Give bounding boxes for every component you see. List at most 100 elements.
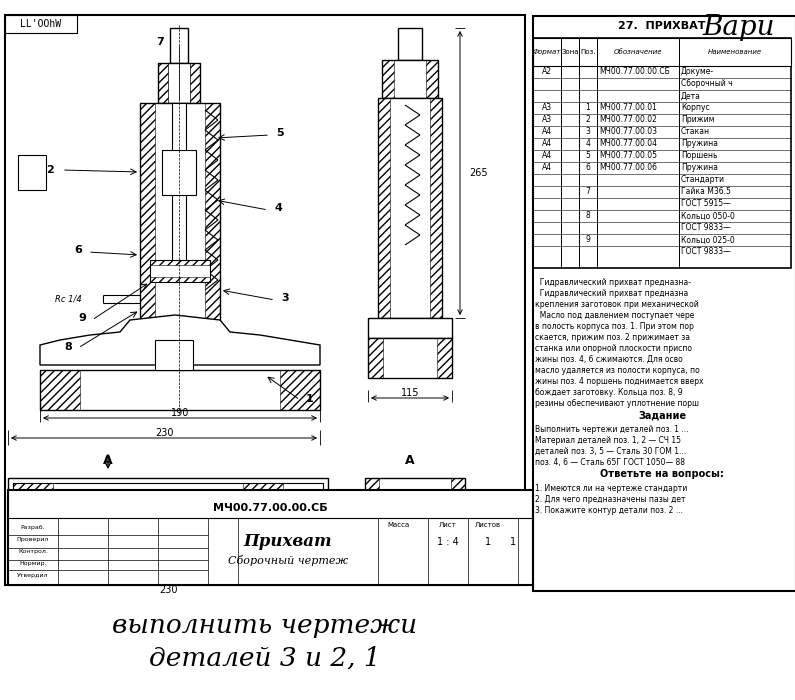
- Text: A4: A4: [542, 127, 552, 136]
- Text: 4: 4: [586, 139, 591, 148]
- Bar: [378, 98, 390, 318]
- Bar: [13, 508, 48, 563]
- Text: 3: 3: [586, 127, 591, 136]
- Text: поз. 4, 6 — Сталь 65Г ГОСТ 1050— 88: поз. 4, 6 — Сталь 65Г ГОСТ 1050— 88: [535, 458, 685, 467]
- Bar: [533, 38, 791, 66]
- Bar: [150, 277, 210, 282]
- Text: 3: 3: [281, 293, 289, 303]
- Text: Лист: Лист: [439, 522, 457, 528]
- Bar: [172, 103, 186, 260]
- Text: 2: 2: [586, 116, 591, 125]
- Text: 2. Для чего предназначены пазы дет: 2. Для чего предназначены пазы дет: [535, 495, 685, 504]
- Bar: [13, 483, 53, 503]
- Bar: [368, 338, 452, 378]
- Bar: [40, 370, 80, 410]
- Text: 2: 2: [46, 165, 54, 175]
- Text: Пружина: Пружина: [681, 139, 718, 148]
- Bar: [150, 260, 210, 282]
- Text: 4: 4: [274, 203, 282, 213]
- Text: Пружина: Пружина: [681, 164, 718, 172]
- Circle shape: [403, 541, 427, 565]
- Text: 230: 230: [159, 585, 177, 595]
- Text: 7: 7: [156, 37, 164, 47]
- Text: Прижим: Прижим: [681, 116, 715, 125]
- Bar: [368, 338, 383, 378]
- Text: A3: A3: [542, 116, 552, 125]
- Text: Наименование: Наименование: [708, 49, 762, 55]
- Text: 5: 5: [586, 151, 591, 160]
- Text: 190: 190: [171, 408, 189, 418]
- Text: выполнить чертежи: выполнить чертежи: [112, 612, 417, 638]
- Circle shape: [400, 230, 420, 250]
- Text: Контрол.: Контрол.: [18, 549, 48, 554]
- Bar: [378, 98, 442, 318]
- Text: 5: 5: [276, 128, 284, 138]
- Bar: [533, 38, 791, 268]
- Bar: [170, 28, 188, 63]
- Text: 27.  ПРИХВАТ: 27. ПРИХВАТ: [619, 21, 706, 31]
- Text: МЧ00.77.00.00.СБ: МЧ00.77.00.00.СБ: [599, 67, 669, 76]
- Text: Проверил: Проверил: [17, 536, 49, 542]
- Bar: [382, 60, 438, 98]
- Polygon shape: [79, 515, 127, 571]
- Bar: [398, 28, 422, 60]
- Text: Стакан: Стакан: [681, 127, 710, 136]
- Text: Нормир.: Нормир.: [19, 561, 47, 566]
- Text: Масло под давлением поступает чере: Масло под давлением поступает чере: [535, 311, 694, 320]
- Bar: [13, 483, 323, 503]
- Text: МЧ00.77.00.01: МЧ00.77.00.01: [599, 104, 657, 113]
- Bar: [426, 60, 438, 98]
- Text: Кольцо 050-0: Кольцо 050-0: [681, 211, 735, 220]
- Text: Вари: Вари: [703, 14, 775, 41]
- Bar: [8, 490, 533, 585]
- Bar: [398, 28, 422, 60]
- Bar: [205, 103, 220, 335]
- Bar: [8, 478, 328, 576]
- Text: Поршень: Поршень: [681, 151, 718, 160]
- Text: МЧ00.77.00.05: МЧ00.77.00.05: [599, 151, 657, 160]
- Text: в полость корпуса поз. 1. При этом пор: в полость корпуса поз. 1. При этом пор: [535, 322, 694, 331]
- Text: Стандарти: Стандарти: [681, 176, 725, 185]
- Bar: [5, 15, 77, 33]
- Text: Поз.: Поз.: [580, 49, 595, 55]
- Text: A3: A3: [542, 104, 552, 113]
- Text: 265: 265: [469, 168, 487, 178]
- Polygon shape: [40, 315, 320, 365]
- Text: Разраб.: Разраб.: [21, 524, 45, 529]
- Bar: [13, 508, 323, 563]
- Text: 115: 115: [401, 388, 419, 398]
- Bar: [155, 340, 193, 370]
- Text: бождает заготовку. Кольца поз. 8, 9: бождает заготовку. Кольца поз. 8, 9: [535, 388, 683, 397]
- Text: LL'OOhW: LL'OOhW: [21, 19, 61, 29]
- Text: 8: 8: [586, 211, 591, 220]
- Text: ГОСТ 5915—: ГОСТ 5915—: [681, 199, 731, 209]
- Text: масло удаляется из полости корпуса, по: масло удаляется из полости корпуса, по: [535, 366, 700, 375]
- Text: Гайка М36.5: Гайка М36.5: [681, 188, 731, 197]
- Bar: [150, 260, 210, 265]
- Bar: [18, 155, 46, 190]
- Text: A4: A4: [542, 164, 552, 172]
- Text: МЧ00.77.00.00.СБ: МЧ00.77.00.00.СБ: [213, 503, 328, 513]
- Text: Утвердил: Утвердил: [17, 573, 48, 577]
- Bar: [190, 63, 200, 103]
- Text: деталей 3 и 2, 1: деталей 3 и 2, 1: [149, 645, 381, 671]
- Text: 7: 7: [586, 188, 591, 197]
- Text: Гидравлический прихват предназна: Гидравлический прихват предназна: [535, 289, 688, 298]
- Text: 1. Имеются ли на чертеже стандарти: 1. Имеются ли на чертеже стандарти: [535, 484, 687, 493]
- Text: 9: 9: [78, 313, 86, 323]
- Bar: [140, 103, 155, 335]
- Text: 1: 1: [485, 537, 491, 547]
- Text: ГОСТ 9833—: ГОСТ 9833—: [681, 248, 731, 256]
- Bar: [280, 370, 320, 410]
- Bar: [437, 338, 452, 378]
- Bar: [158, 63, 168, 103]
- Text: Задание: Задание: [638, 410, 686, 420]
- Text: 9: 9: [586, 235, 591, 244]
- Text: Дета: Дета: [681, 92, 701, 101]
- Text: Rc 1/4: Rc 1/4: [55, 295, 82, 304]
- Bar: [382, 60, 394, 98]
- Text: A: A: [405, 454, 415, 466]
- Bar: [158, 63, 200, 103]
- Text: МЧ00.77.00.06: МЧ00.77.00.06: [599, 164, 657, 172]
- Bar: [533, 16, 795, 591]
